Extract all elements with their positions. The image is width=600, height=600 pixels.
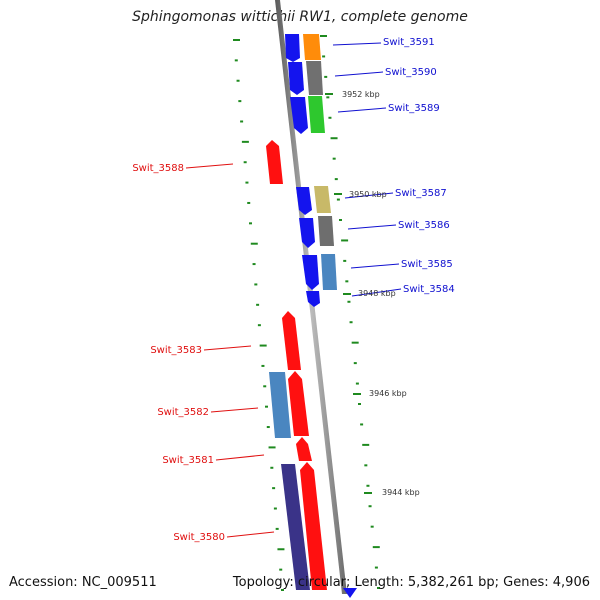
map-title: Sphingomonas wittichii RW1, complete gen… (132, 9, 468, 25)
gene-arrow-swit-3587 (296, 187, 312, 215)
feature-block-steel (321, 254, 337, 290)
kbp-label-3952: 3952 kbp (342, 90, 380, 99)
leader-line (350, 263, 400, 269)
gene-label-swit-3591: Swit_3591 (383, 37, 435, 48)
leader-line (344, 192, 394, 199)
gene-label-swit-3589: Swit_3589 (388, 103, 440, 114)
gene-label-swit-3583: Swit_3583 (150, 345, 202, 356)
gene-label-swit-3582: Swit_3582 (157, 407, 209, 418)
feature-block-purple (281, 464, 310, 590)
gene-label-swit-3584: Swit_3584 (403, 284, 455, 295)
gene-arrow-swit-3583 (282, 311, 301, 370)
feature-block-steel (269, 372, 291, 438)
leader-line (226, 531, 275, 538)
leader-line (215, 454, 265, 461)
leader-line (332, 42, 382, 46)
feature-block-khaki (314, 186, 331, 213)
gene-label-swit-3590: Swit_3590 (385, 67, 437, 78)
gene-arrow-swit-3591 (285, 34, 300, 62)
gene-arrow-swit-3586 (299, 218, 315, 248)
gene-arrow-swit-3590 (288, 62, 304, 95)
leader-line (347, 224, 397, 230)
kbp-label-3950: 3950 kbp (349, 190, 387, 199)
leader-line (185, 163, 234, 169)
gene-label-swit-3586: Swit_3586 (398, 220, 450, 231)
feature-block-gray (306, 61, 323, 95)
gene-label-swit-3580: Swit_3580 (173, 532, 225, 543)
feature-block-gray (318, 216, 334, 246)
gene-arrow-swit-3581 (296, 437, 312, 461)
gene-arrow-swit-3580 (300, 462, 327, 590)
feature-block-green (308, 96, 325, 133)
leader-line (210, 407, 259, 413)
gene-label-swit-3585: Swit_3585 (401, 259, 453, 270)
leader-line (337, 107, 387, 113)
kbp-label-3944: 3944 kbp (382, 488, 420, 497)
gene-label-swit-3588: Swit_3588 (132, 163, 184, 174)
gene-arrow-bottom (343, 588, 357, 598)
leader-line (334, 71, 384, 77)
feature-blocks (269, 34, 337, 590)
gene-arrow-swit-3584 (306, 291, 320, 307)
gene-arrow-swit-3582 (288, 371, 309, 436)
gene-arrow-swit-3585 (302, 255, 319, 290)
kbp-label-3948: 3948 kbp (358, 289, 396, 298)
gene-arrow-swit-3589 (290, 97, 308, 134)
gene-label-swit-3587: Swit_3587 (395, 188, 447, 199)
genome-summary-text: Topology: circular; Length: 5,382,261 bp… (232, 575, 590, 590)
leader-line (203, 345, 252, 351)
tick-marks (233, 35, 380, 591)
leader-line (351, 288, 402, 297)
kbp-label-3946: 3946 kbp (369, 389, 407, 398)
accession-text: Accession: NC_009511 (9, 575, 157, 590)
gene-label-swit-3581: Swit_3581 (162, 455, 214, 466)
feature-block-orange (303, 34, 321, 60)
gene-arrow-swit-3588 (266, 140, 283, 184)
